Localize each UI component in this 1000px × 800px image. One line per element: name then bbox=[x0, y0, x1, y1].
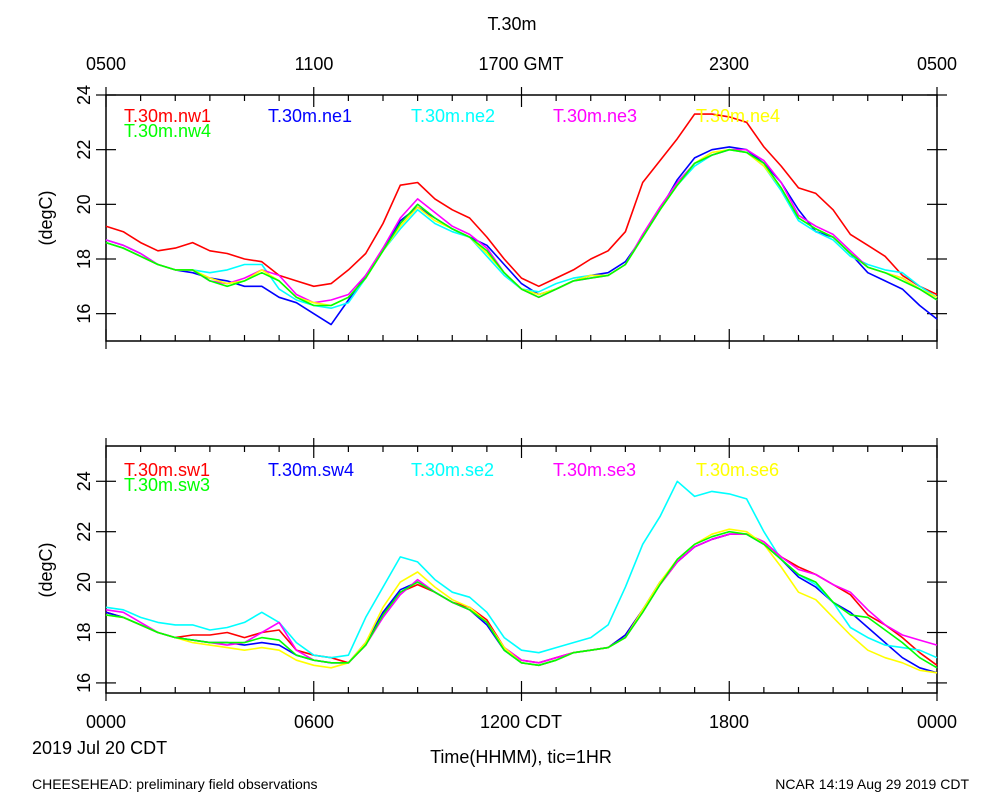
legend-entry: T.30m.ne2 bbox=[411, 106, 495, 126]
bottom-axis-label: 0000 bbox=[86, 712, 126, 732]
y-tick-label: 22 bbox=[74, 522, 94, 542]
top-axis-label: 2300 bbox=[709, 54, 749, 74]
y-tick-label: 22 bbox=[74, 140, 94, 160]
series-line-t-30m-ne1 bbox=[105, 146, 938, 326]
legend-entry: T.30m.ne3 bbox=[553, 106, 637, 126]
upper-panel: 16 18 20 22 24 (degC) T.30m.nw1 T.30m.ne1 T.… bbox=[36, 85, 947, 349]
legend-entry: T.30m.sw4 bbox=[268, 460, 354, 480]
y-tick-label: 20 bbox=[74, 572, 94, 592]
legend-entry: T.30m.ne4 bbox=[696, 106, 780, 126]
legend-entry: T.30m.se6 bbox=[696, 460, 779, 480]
legend-entry: T.30m.se2 bbox=[411, 460, 494, 480]
top-axis-label: 0500 bbox=[917, 54, 957, 74]
series-line-t-30m-nw1 bbox=[105, 113, 938, 296]
upper-series-group bbox=[105, 113, 938, 326]
top-axis-labels: 0500 1100 1700 GMT 2300 0500 bbox=[86, 54, 957, 74]
top-axis-label: 0500 bbox=[86, 54, 126, 74]
series-line-t-30m-nw4 bbox=[105, 148, 938, 307]
date-label: 2019 Jul 20 CDT bbox=[32, 738, 167, 758]
legend-entry: T.30m.ne1 bbox=[268, 106, 352, 126]
top-axis-label: 1700 GMT bbox=[478, 54, 563, 74]
upper-ticks bbox=[96, 87, 947, 349]
y-tick-label: 24 bbox=[74, 471, 94, 491]
legend-entry: T.30m.nw4 bbox=[124, 121, 211, 141]
y-tick-label: 18 bbox=[74, 249, 94, 269]
x-axis-label: Time(HHMM), tic=1HR bbox=[430, 747, 612, 767]
lower-series-group bbox=[105, 480, 938, 674]
lower-legend: T.30m.sw1 T.30m.sw4 T.30m.se2 T.30m.se3 … bbox=[124, 460, 779, 495]
legend-entry: T.30m.nw1 bbox=[124, 106, 211, 126]
upper-plot-frame bbox=[105, 94, 938, 342]
bottom-axis-label: 0600 bbox=[294, 712, 334, 732]
bottom-axis-label: 1800 bbox=[709, 712, 749, 732]
series-line-t-30m-sw3 bbox=[105, 530, 938, 669]
y-tick-label: 24 bbox=[74, 85, 94, 105]
lower-y-axis-label: (degC) bbox=[36, 542, 56, 597]
series-line-t-30m-se6 bbox=[105, 528, 938, 674]
lower-plot-frame bbox=[105, 445, 938, 694]
lower-ticks bbox=[96, 438, 947, 701]
upper-legend: T.30m.nw1 T.30m.ne1 T.30m.ne2 T.30m.ne3 … bbox=[124, 106, 780, 141]
y-tick-label: 20 bbox=[74, 194, 94, 214]
legend-entry: T.30m.sw1 bbox=[124, 460, 210, 480]
y-tick-label: 16 bbox=[74, 673, 94, 693]
footer-left: CHEESEHEAD: preliminary field observatio… bbox=[32, 776, 318, 792]
series-line-t-30m-sw4 bbox=[105, 533, 938, 674]
bottom-axis-label: 0000 bbox=[917, 712, 957, 732]
lower-panel: 16 18 20 22 24 (degC) T.30m.sw1 T.30m.sw4 T.… bbox=[36, 438, 947, 701]
y-tick-label: 16 bbox=[74, 304, 94, 324]
series-line-t-30m-sw1 bbox=[105, 533, 938, 666]
bottom-axis-labels: 0000 0600 1200 CDT 1800 0000 bbox=[86, 712, 957, 732]
series-line-t-30m-se2 bbox=[105, 480, 938, 659]
legend-entry: T.30m.sw3 bbox=[124, 475, 210, 495]
bottom-axis-label: 1200 CDT bbox=[480, 712, 562, 732]
upper-y-tick-labels: 16 18 20 22 24 bbox=[74, 85, 94, 324]
chart-title: T.30m bbox=[487, 14, 536, 34]
top-axis-label: 1100 bbox=[295, 54, 334, 74]
y-tick-label: 18 bbox=[74, 622, 94, 642]
lower-y-tick-labels: 16 18 20 22 24 bbox=[74, 471, 94, 693]
upper-y-axis-label: (degC) bbox=[36, 190, 56, 245]
legend-entry: T.30m.se3 bbox=[553, 460, 636, 480]
footer-right: NCAR 14:19 Aug 29 2019 CDT bbox=[775, 776, 969, 792]
